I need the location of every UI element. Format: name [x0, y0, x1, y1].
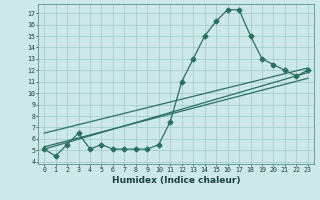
- X-axis label: Humidex (Indice chaleur): Humidex (Indice chaleur): [112, 176, 240, 185]
